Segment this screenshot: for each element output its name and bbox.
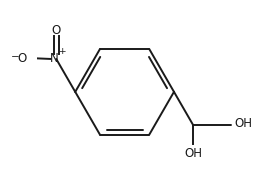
Text: OH: OH: [184, 146, 202, 160]
Text: +: +: [58, 47, 66, 56]
Text: N: N: [50, 51, 59, 64]
Text: OH: OH: [235, 117, 253, 130]
Text: O: O: [17, 51, 27, 64]
Text: O: O: [52, 24, 61, 37]
Text: −: −: [11, 52, 20, 62]
